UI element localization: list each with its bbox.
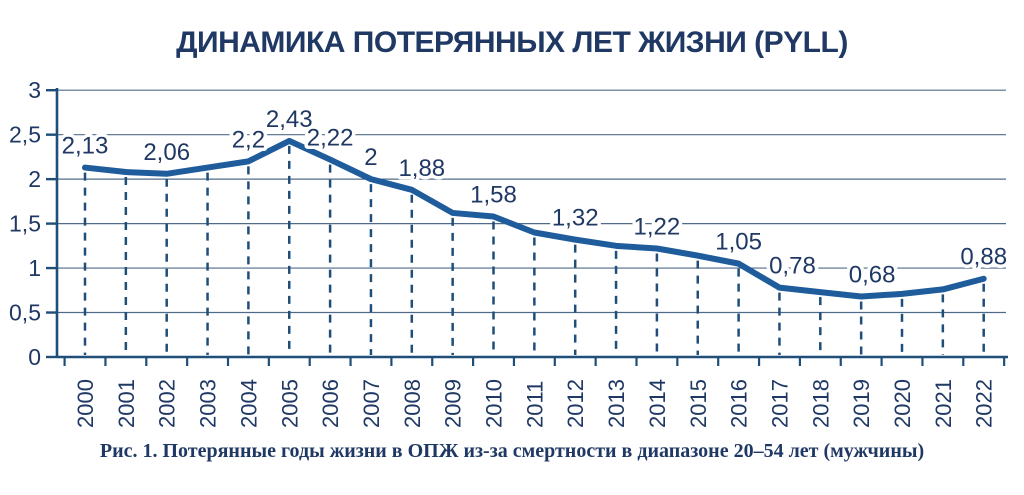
data-point-label: 2,06 xyxy=(143,139,190,166)
x-tick-label: 2011 xyxy=(522,381,547,428)
y-tick-label: 2,5 xyxy=(9,122,41,148)
y-tick-label: 3 xyxy=(28,77,41,103)
x-tick-label: 2016 xyxy=(727,379,752,428)
y-tick-label: 0,5 xyxy=(9,300,41,326)
x-tick-label: 2005 xyxy=(277,379,302,428)
x-tick-label: 2006 xyxy=(318,379,343,428)
data-point-label: 1,58 xyxy=(470,181,517,208)
chart-title: ДИНАМИКА ПОТЕРЯННЫХ ЛЕТ ЖИЗНИ (PYLL) xyxy=(176,26,848,59)
x-tick-label: 2010 xyxy=(482,379,507,428)
data-point-label: 1,05 xyxy=(715,229,762,256)
data-line xyxy=(82,137,987,300)
figure-caption: Рис. 1. Потерянные годы жизни в ОПЖ из-з… xyxy=(99,440,925,462)
x-tick-label: 2002 xyxy=(155,379,180,428)
y-tick-label: 2 xyxy=(28,166,41,192)
x-tick-label: 2009 xyxy=(441,379,466,428)
x-tick-label: 2021 xyxy=(931,379,956,428)
data-point-label: 1,88 xyxy=(398,155,445,182)
x-tick-label: 2003 xyxy=(196,379,221,428)
data-point-label: 0,88 xyxy=(960,244,1007,271)
x-tick-label: 2012 xyxy=(563,379,588,428)
x-tick-label: 2017 xyxy=(767,379,792,428)
y-tick-label: 0 xyxy=(28,344,41,370)
data-point-label: 1,32 xyxy=(552,205,599,232)
data-point-label: 0,78 xyxy=(769,253,816,280)
x-tick-label: 2014 xyxy=(645,379,670,428)
x-tick-label: 2015 xyxy=(686,379,711,428)
data-point-label: 2,43 xyxy=(266,106,313,133)
x-tick-label: 2020 xyxy=(890,379,915,428)
x-tick-label: 2000 xyxy=(73,379,98,428)
data-point-label: 0,68 xyxy=(849,262,896,289)
x-tick-label: 2004 xyxy=(236,379,261,428)
data-point-label: 1,22 xyxy=(634,214,681,241)
x-tick-label: 2001 xyxy=(114,379,139,428)
data-point-label: 2,2 xyxy=(232,126,265,153)
x-tick-label: 2008 xyxy=(400,379,425,428)
data-point-label: 2,22 xyxy=(307,125,354,152)
x-tick-label: 2018 xyxy=(808,379,833,428)
y-tick-label: 1 xyxy=(28,255,41,281)
x-tick-label: 2013 xyxy=(604,379,629,428)
x-tick-label: 2019 xyxy=(849,379,874,428)
data-point-label: 2,13 xyxy=(62,133,109,160)
y-tick-label: 1,5 xyxy=(9,211,41,237)
x-tick-label: 2007 xyxy=(359,379,384,428)
x-tick-label: 2022 xyxy=(972,379,997,428)
data-point-label: 2 xyxy=(364,144,377,171)
